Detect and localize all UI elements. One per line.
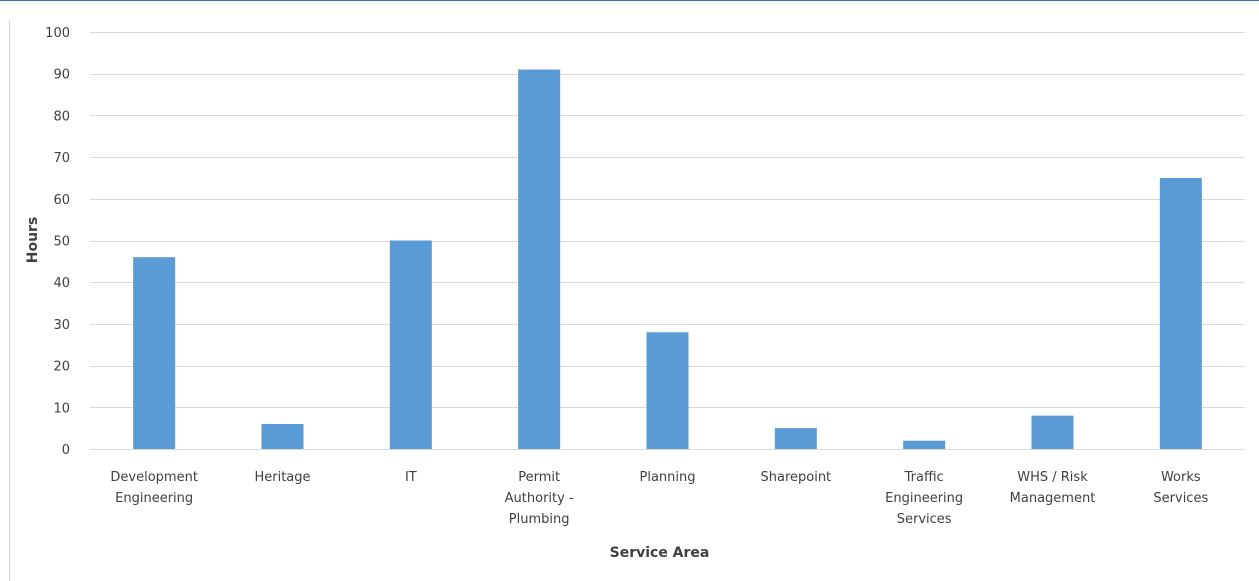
x-category-label-line: Management xyxy=(1010,491,1096,506)
bar-6 xyxy=(774,428,817,449)
x-axis-title: Service Area xyxy=(610,545,710,561)
bar-3 xyxy=(389,240,432,449)
x-category-label-line: Heritage xyxy=(254,470,310,485)
x-category-label: Planning xyxy=(640,470,696,485)
x-category-label: IT xyxy=(405,470,417,485)
y-tick-label: 80 xyxy=(53,109,70,124)
bar-4 xyxy=(518,69,561,449)
y-tick-label: 40 xyxy=(53,276,70,291)
x-category-label-line: Planning xyxy=(640,470,696,485)
x-category-label-line: IT xyxy=(405,470,417,485)
x-category-label-line: Works xyxy=(1161,470,1201,485)
y-tick-label: 20 xyxy=(53,360,70,375)
x-category-label-line: Authority - xyxy=(505,491,574,506)
x-category-label-line: Permit xyxy=(518,470,560,485)
bar-2 xyxy=(261,423,304,449)
x-category-label-line: Sharepoint xyxy=(760,470,831,485)
x-category-label: Traffic Engineering Services xyxy=(885,470,963,527)
x-category-label-line: Development xyxy=(110,470,198,485)
x-category-label-line: Services xyxy=(897,512,952,527)
x-category-label: Development Engineering xyxy=(110,470,198,506)
y-tick-label: 0 xyxy=(62,443,70,458)
x-category-label: Heritage xyxy=(254,470,310,485)
bar-8 xyxy=(1031,415,1074,449)
y-tick-label: 50 xyxy=(53,235,70,250)
x-category-label-line: Plumbing xyxy=(509,512,570,527)
bar-9 xyxy=(1159,177,1202,449)
x-category-label: Works Services xyxy=(1153,470,1208,506)
x-category-labels: Development Engineering Heritage IT Permit Au… xyxy=(110,470,1208,527)
y-tick-label: 100 xyxy=(45,26,70,41)
x-category-label-line: Services xyxy=(1153,491,1208,506)
y-tick-label: 10 xyxy=(53,401,70,416)
x-category-label-line: Traffic xyxy=(904,470,944,485)
x-category-label: Sharepoint xyxy=(760,470,831,485)
x-category-label-line: Engineering xyxy=(115,491,193,506)
y-tick-label: 90 xyxy=(53,68,70,83)
y-tick-label: 60 xyxy=(53,193,70,208)
x-category-label: WHS / Risk Management xyxy=(1010,470,1096,506)
x-category-label: Permit Authority - Plumbing xyxy=(505,470,574,527)
y-tick-label: 70 xyxy=(53,151,70,166)
bar-1 xyxy=(133,257,176,449)
y-tick-labels: 0 10 20 30 40 50 60 70 80 90 100 xyxy=(45,26,70,458)
bars xyxy=(133,69,1202,449)
x-category-label-line: Engineering xyxy=(885,491,963,506)
bar-5 xyxy=(646,332,689,449)
y-axis-title: Hours xyxy=(25,217,41,264)
grid-lines xyxy=(90,32,1245,450)
y-tick-label: 30 xyxy=(53,318,70,333)
bar-7 xyxy=(903,440,946,449)
x-category-label-line: WHS / Risk xyxy=(1017,470,1088,485)
